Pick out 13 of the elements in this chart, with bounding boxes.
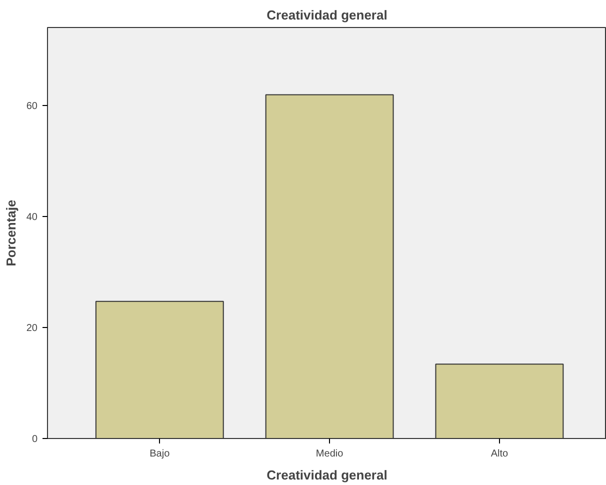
x-axis-title: Creatividad general [266,468,388,482]
x-tick-label: Bajo [150,448,170,460]
x-tick-label: Alto [490,448,509,460]
y-axis-title: Porcentaje [3,200,18,266]
bar [435,364,564,438]
bar [265,94,394,438]
y-tick-label: 0 [32,434,38,445]
chart-title: Creatividad general [266,8,388,22]
y-tick-label: 40 [26,212,38,223]
bar [95,300,224,438]
x-tick-label: Medio [316,448,344,460]
y-tick-label: 60 [26,100,38,112]
y-tick-label: 20 [26,322,38,334]
